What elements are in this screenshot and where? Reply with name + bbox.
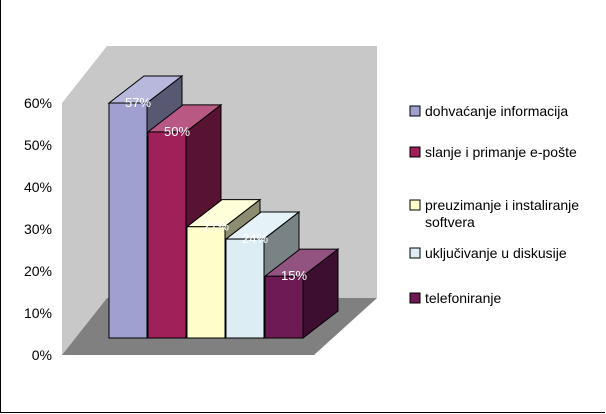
y-tick-label: 30% — [24, 221, 52, 237]
y-tick-label: 50% — [24, 137, 52, 153]
y-tick-label: 60% — [24, 95, 52, 111]
legend-label: uključivanje u diskusije — [425, 245, 567, 261]
legend-label: slanje i primanje e-pošte — [425, 144, 577, 160]
bar-side — [302, 248, 339, 340]
y-tick-label: 0% — [32, 347, 52, 363]
legend-swatch — [409, 292, 421, 304]
legend-swatch — [409, 105, 421, 117]
bar-front — [108, 102, 148, 339]
y-tick-label: 20% — [24, 263, 52, 279]
legend-swatch — [409, 199, 421, 211]
y-tick-label: 10% — [24, 305, 52, 321]
data-label: 57% — [125, 95, 151, 110]
bar-front — [147, 131, 187, 339]
data-label: 50% — [164, 124, 190, 139]
data-label: 27% — [203, 219, 229, 234]
bar-front — [186, 226, 226, 339]
legend-swatch — [409, 146, 421, 158]
bar-front — [225, 238, 265, 339]
legend-label: dohvaćanje informacija — [425, 103, 568, 119]
data-label: 15% — [281, 268, 307, 283]
y-tick-label: 40% — [24, 179, 52, 195]
legend-label: softvera — [425, 214, 475, 230]
legend-swatch — [409, 247, 421, 259]
data-label: 24% — [242, 231, 268, 246]
legend-label: telefoniranje — [425, 290, 501, 306]
bar-front — [264, 275, 304, 339]
legend-label: preuzimanje i instaliranje — [425, 197, 579, 213]
side-wall — [62, 46, 107, 355]
